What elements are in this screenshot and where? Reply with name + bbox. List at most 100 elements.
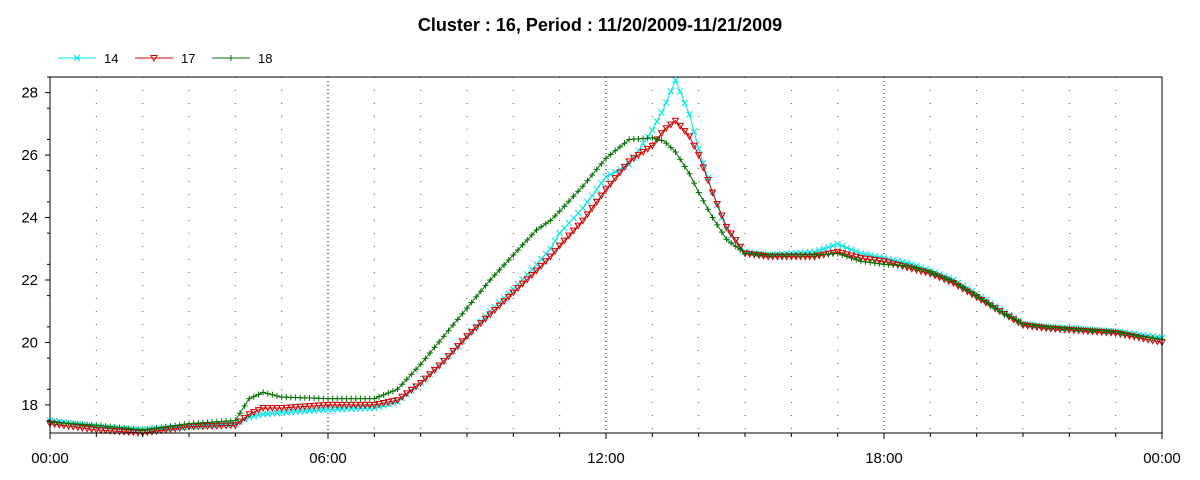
data-point-17: [495, 302, 504, 310]
data-point-17: [694, 152, 703, 160]
data-point-17: [250, 409, 258, 417]
data-point-18: [561, 203, 568, 210]
data-point-14: [598, 179, 605, 187]
data-point-17: [245, 411, 254, 419]
data-point-17: [648, 142, 657, 150]
data-point-17: [273, 405, 281, 413]
x-tick-label: 12:00: [587, 450, 625, 467]
data-point-14: [547, 245, 554, 253]
data-point-18: [172, 422, 179, 429]
data-point-14: [834, 240, 842, 248]
data-point-17: [657, 130, 666, 138]
data-point-17: [449, 348, 457, 356]
data-point-18: [737, 246, 744, 253]
data-point-18: [158, 424, 165, 431]
data-point-18: [487, 276, 494, 283]
data-point-17: [518, 280, 527, 288]
y-tick-label: 26: [21, 147, 38, 164]
data-point-18: [139, 426, 146, 433]
data-point-17: [838, 250, 847, 258]
x-axis: 00:00 06:00 12:00 18:00 00:00: [31, 433, 1181, 467]
data-point-18: [918, 266, 925, 273]
data-point-18: [556, 208, 563, 215]
y-tick-label: 18: [21, 397, 38, 414]
grid: [95, 77, 1117, 433]
data-point-14: [843, 244, 851, 252]
data-point-17: [375, 400, 383, 409]
data-point-17: [277, 405, 286, 413]
data-point-18: [579, 183, 586, 190]
data-point-17: [282, 404, 291, 412]
data-point-18: [454, 316, 461, 323]
data-point-17: [699, 164, 708, 172]
data-point-17: [296, 403, 305, 411]
data-point-17: [338, 401, 346, 409]
data-point-18: [978, 295, 985, 302]
data-point-18: [867, 259, 874, 266]
data-point-18: [408, 371, 415, 378]
data-point-18: [477, 288, 484, 295]
data-point-18: [603, 155, 609, 162]
data-point-18: [547, 217, 554, 224]
data-point-17: [490, 306, 499, 315]
data-point-18: [672, 148, 679, 155]
data-point-18: [440, 333, 447, 340]
data-point-18: [862, 258, 869, 265]
data-point-18: [264, 390, 271, 397]
data-point-18: [922, 267, 929, 274]
data-point-17: [263, 405, 272, 413]
data-point-18: [612, 147, 619, 154]
data-point-17: [875, 257, 884, 265]
data-point-18: [450, 321, 457, 328]
data-point-17: [412, 383, 420, 391]
legend-label: 14: [104, 51, 118, 66]
data-point-18: [663, 140, 670, 147]
data-point-18: [616, 143, 623, 150]
data-point-18: [385, 390, 392, 397]
data-point-14: [838, 242, 846, 250]
data-point-18: [677, 156, 684, 163]
data-point-18: [1020, 320, 1026, 327]
data-point-17: [662, 125, 671, 133]
legend-item-18: 18: [212, 51, 272, 66]
data-point-17: [370, 401, 379, 409]
data-point-18: [941, 274, 948, 281]
data-point-18: [1145, 334, 1152, 341]
data-point-17: [407, 386, 416, 394]
x-tick-label: 18:00: [865, 450, 903, 467]
legend-item-17: 17: [135, 51, 195, 66]
data-point-17: [861, 255, 870, 263]
data-point-17: [430, 366, 439, 374]
legend-label: 18: [258, 51, 272, 66]
data-point-18: [1038, 323, 1045, 330]
legend: 14 17 18: [58, 51, 272, 66]
data-point-18: [533, 227, 540, 234]
data-point-17: [504, 293, 513, 301]
y-axis: 18 20 22 24 26 28: [21, 76, 50, 422]
data-point-17: [829, 249, 837, 257]
data-point-18: [658, 137, 665, 144]
data-point-17: [676, 122, 684, 130]
data-point-18: [1154, 335, 1161, 342]
y-tick-label: 20: [21, 334, 38, 351]
data-point-17: [866, 256, 874, 264]
data-point-14: [681, 99, 689, 107]
data-point-17: [583, 211, 592, 219]
data-point-18: [144, 426, 151, 433]
legend-marker: [73, 54, 81, 62]
data-point-17: [305, 403, 314, 411]
data-point-18: [691, 180, 698, 187]
data-point-18: [181, 421, 188, 428]
data-point-18: [538, 223, 545, 230]
data-point-18: [394, 386, 401, 393]
data-point-17: [486, 311, 495, 319]
data-point-18: [728, 239, 735, 246]
data-point-14: [829, 242, 837, 249]
data-point-17: [541, 258, 550, 266]
data-point-18: [936, 272, 943, 279]
data-point-17: [731, 237, 740, 245]
data-point-18: [413, 366, 420, 373]
data-point-18: [695, 189, 702, 196]
data-point-17: [314, 402, 323, 410]
data-point-17: [356, 401, 365, 409]
